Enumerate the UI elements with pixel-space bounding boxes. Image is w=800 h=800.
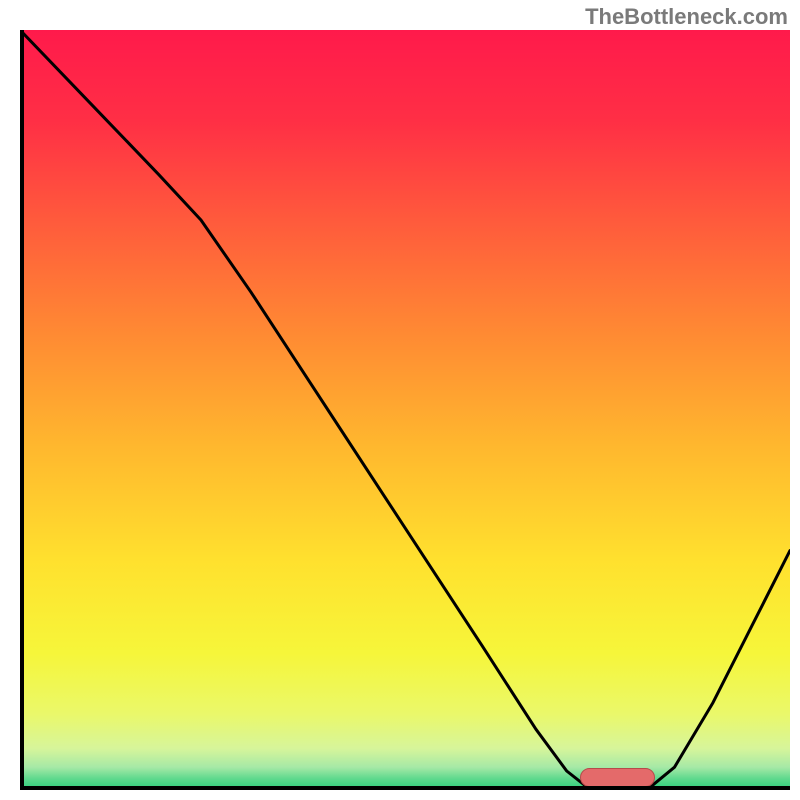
optimal-range-marker — [580, 768, 655, 787]
bottleneck-plot — [20, 30, 790, 790]
attribution-text: TheBottleneck.com — [585, 4, 788, 30]
y-axis — [20, 30, 24, 790]
chart-container: { "attribution": { "text": "TheBottlenec… — [0, 0, 800, 800]
bottleneck-curve — [20, 30, 790, 790]
x-axis — [20, 786, 790, 790]
